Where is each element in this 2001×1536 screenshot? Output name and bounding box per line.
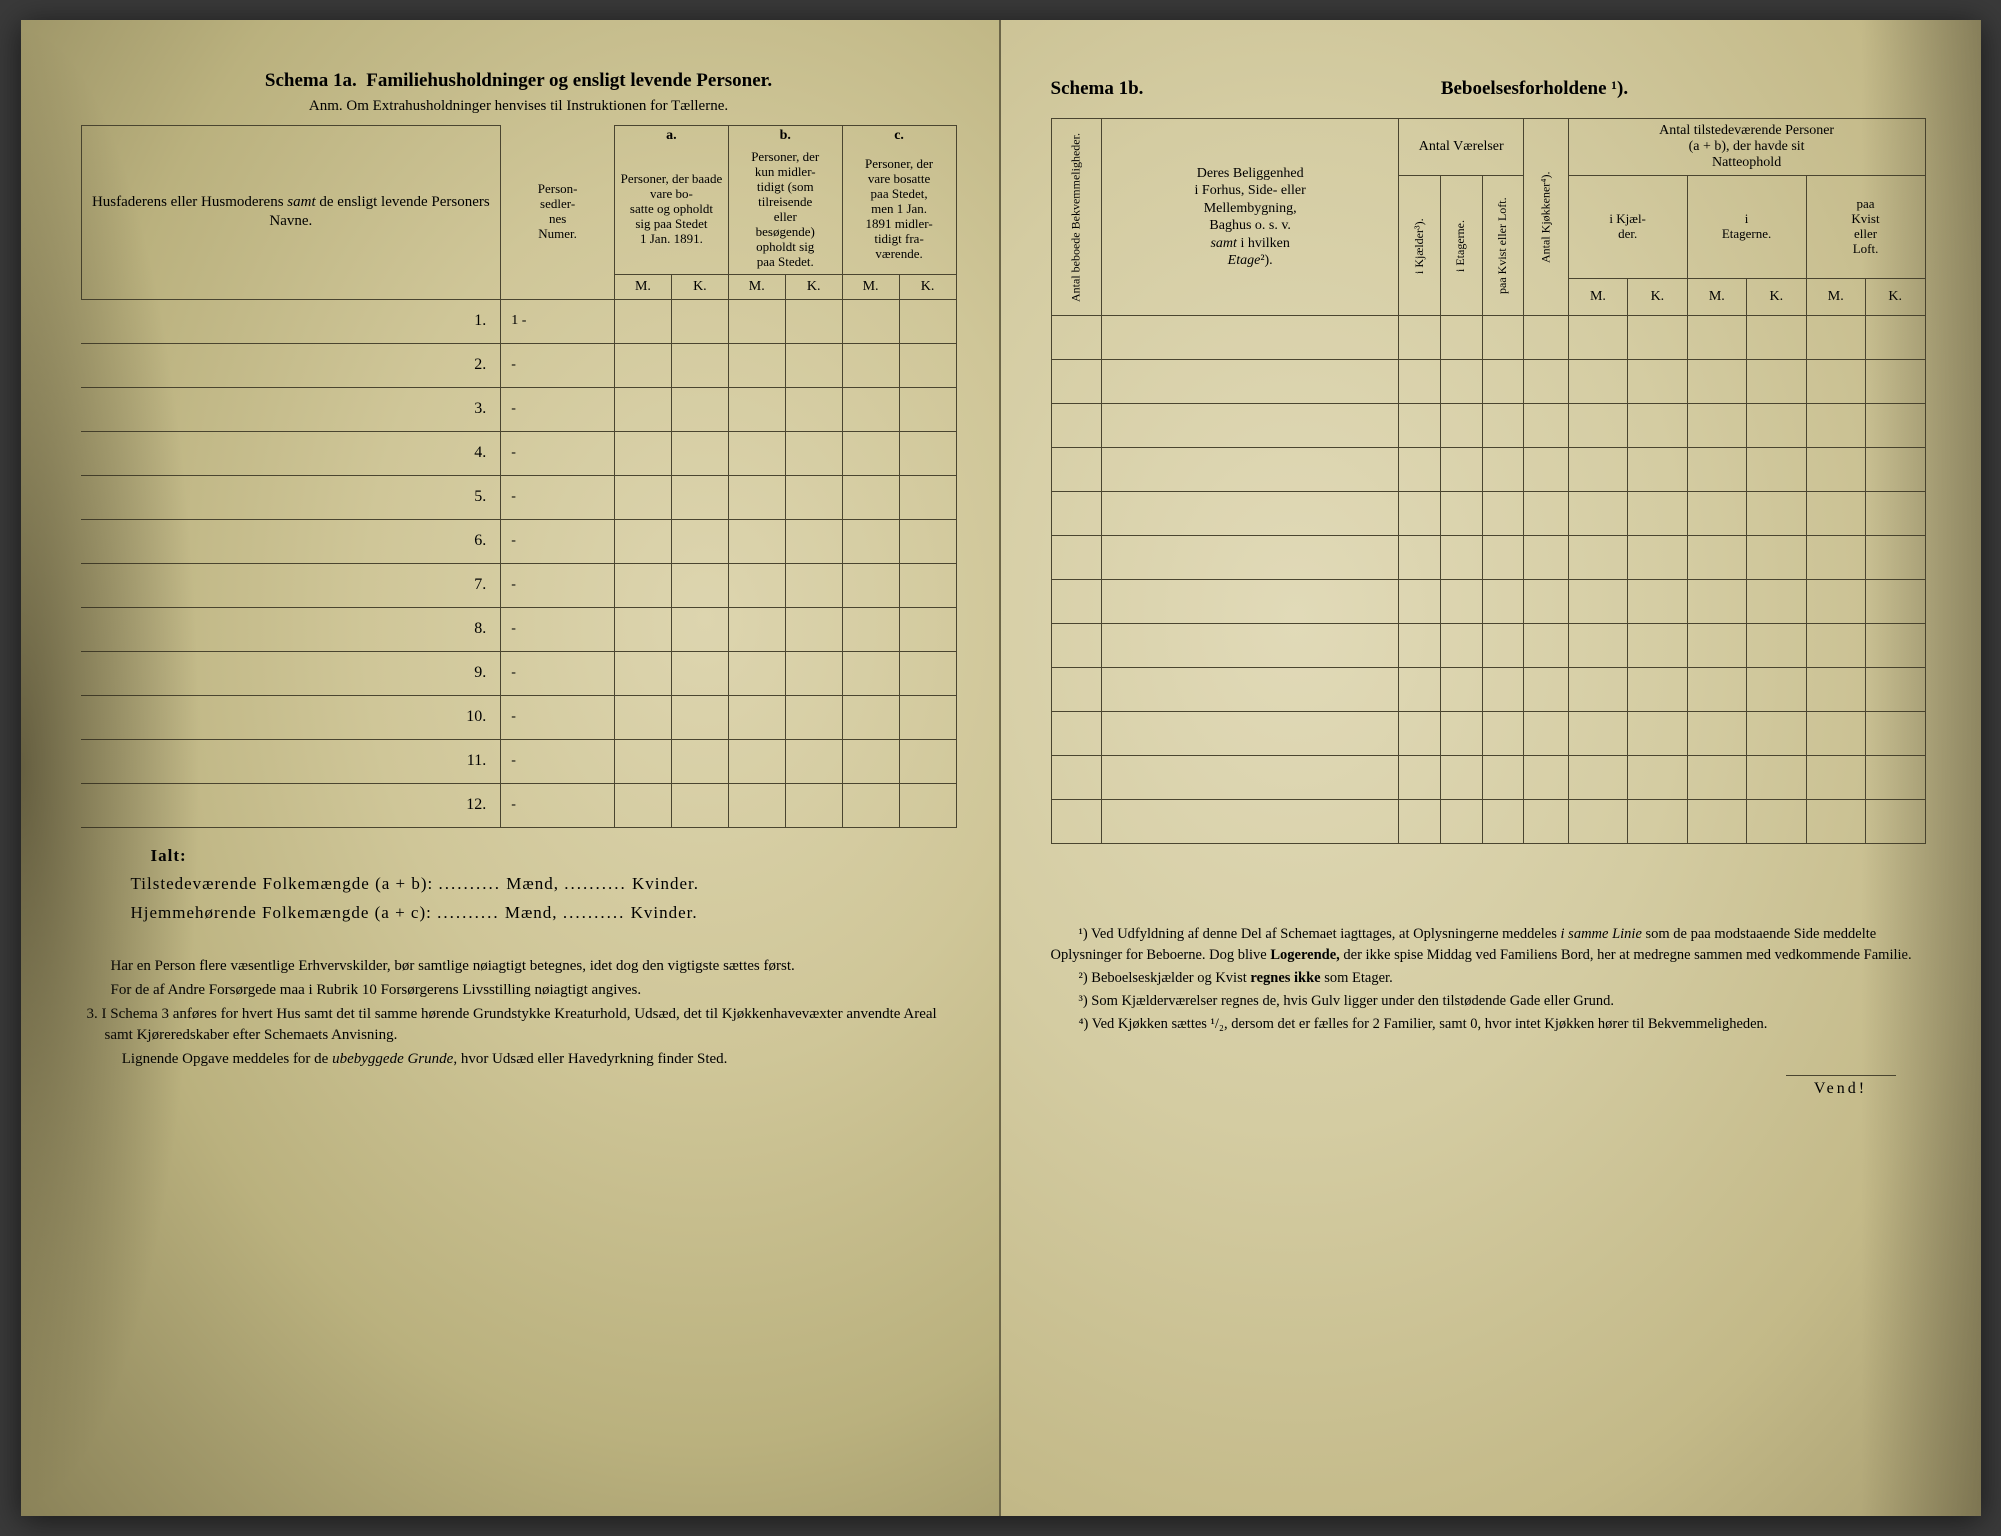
table-row (1051, 756, 1925, 800)
table-row (1051, 492, 1925, 536)
table-row: 11. - (81, 739, 956, 783)
col-b-m: M. (728, 274, 785, 299)
col-a-letter: a. (615, 126, 729, 147)
col-personsedler: Person-sedler-nesNumer. (501, 126, 615, 300)
totals-line-1: Tilstedeværende Folkemængde (a + b): ...… (131, 870, 957, 899)
col-etagerne: iEtagerne. (1687, 176, 1806, 279)
col-c-desc: Personer, dervare bosattepaa Stedet,men … (842, 146, 956, 274)
col-antal-bekv: Antal beboede Bekvemmeligheder. (1051, 119, 1102, 316)
col-a-desc: Personer, der baade vare bo-satte og oph… (615, 146, 729, 274)
col-etagerne-rot: i Etagerne. (1440, 176, 1482, 316)
table-row: 8. - (81, 607, 956, 651)
footnotes: ¹) Ved Udfyldning af denne Del af Schema… (1051, 924, 1926, 1035)
document-spread: Schema 1a. Familiehusholdninger og ensli… (21, 20, 1981, 1516)
left-footer-text: Har en Person flere væsentlige Erhvervsk… (81, 956, 957, 1070)
col-a-m: M. (615, 274, 672, 299)
table-row: 10. - (81, 695, 956, 739)
table-row: 2. - (81, 343, 956, 387)
table-row: 4. - (81, 431, 956, 475)
table-row (1051, 624, 1925, 668)
col-b-desc: Personer, derkun midler-tidigt (somtilre… (728, 146, 842, 274)
totals-block: Ialt: Tilstedeværende Folkemængde (a + b… (81, 842, 957, 929)
left-page: Schema 1a. Familiehusholdninger og ensli… (21, 20, 1001, 1516)
table-row (1051, 536, 1925, 580)
table-row (1051, 360, 1925, 404)
col-b-k: K. (785, 274, 842, 299)
col-antal-kjokkener: Antal Kjøkkener⁴). (1524, 119, 1569, 316)
col-kjaelder-rot: i Kjælder³). (1399, 176, 1441, 316)
table-row: 9. - (81, 651, 956, 695)
totals-line-2: Hjemmehørende Folkemængde (a + c): .....… (131, 899, 957, 928)
col-kjaelder: i Kjæl-der. (1568, 176, 1687, 279)
table-row: 6. - (81, 519, 956, 563)
col-antal-vaerelser: Antal Værelser (1399, 119, 1524, 176)
table-row: 12. - (81, 783, 956, 827)
col-names-header: Husfaderens eller Husmode­rens samt de e… (81, 126, 501, 300)
table-row (1051, 712, 1925, 756)
schema-1b-table: Antal beboede Bekvemmeligheder. Deres Be… (1051, 118, 1926, 844)
table-row (1051, 404, 1925, 448)
schema-1a-title: Schema 1a. Familiehusholdninger og ensli… (81, 70, 957, 92)
table-row: 3. - (81, 387, 956, 431)
schema-1a-table: Husfaderens eller Husmode­rens samt de e… (81, 125, 957, 828)
col-c-k: K. (899, 274, 956, 299)
table-row (1051, 580, 1925, 624)
col-b-letter: b. (728, 126, 842, 147)
anm-note: Anm. Om Extrahusholdninger henvises til … (81, 98, 957, 115)
table-row (1051, 668, 1925, 712)
col-c-letter: c. (842, 126, 956, 147)
col-c-m: M. (842, 274, 899, 299)
table-row: 1. 1 - (81, 299, 956, 343)
col-antal-tilstede: Antal tilstedeværende Personer(a + b), d… (1568, 119, 1925, 176)
table-row: 7. - (81, 563, 956, 607)
table-row: 5. - (81, 475, 956, 519)
col-kvist-rot: paa Kvist eller Loft. (1482, 176, 1524, 316)
table-row (1051, 316, 1925, 360)
vend-label: Vend! (1051, 1075, 1926, 1098)
table-row (1051, 800, 1925, 844)
col-kvist: paaKvistellerLoft. (1806, 176, 1925, 279)
col-beliggenhed: Deres Beliggenhedi Forhus, Side- ellerMe… (1102, 119, 1399, 316)
schema-1b-title: Schema 1b. Beboelsesforholdene ¹). (1051, 70, 1926, 100)
right-page: Schema 1b. Beboelsesforholdene ¹). Antal… (1001, 20, 1981, 1516)
table-row (1051, 448, 1925, 492)
col-a-k: K. (671, 274, 728, 299)
